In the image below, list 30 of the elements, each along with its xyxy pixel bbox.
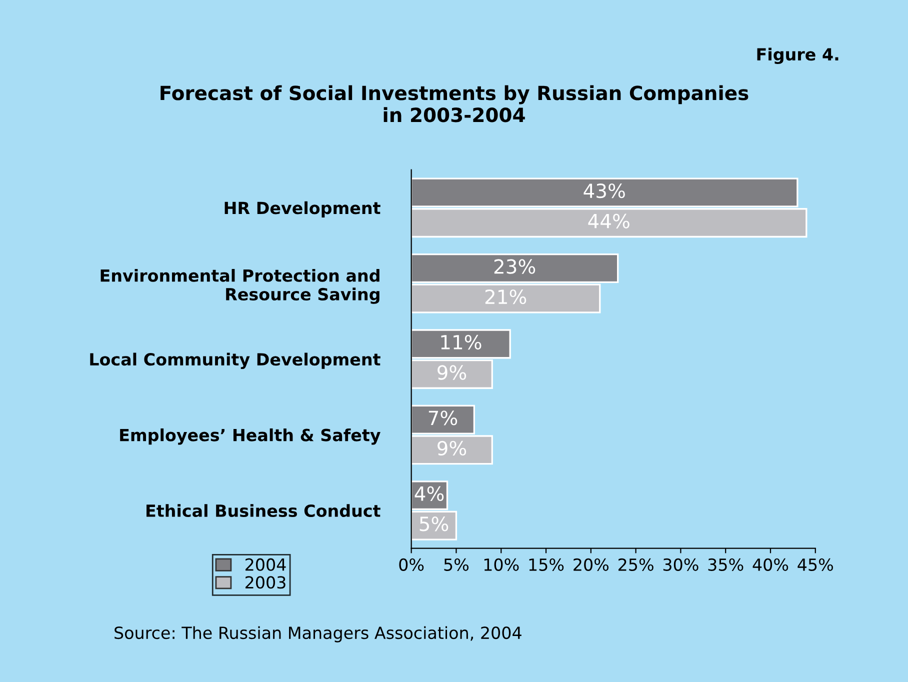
data-label: 4%	[414, 486, 444, 501]
y-tick-label: Environmental Protection and Resource Saving	[100, 268, 380, 304]
x-tick-label: 10%	[484, 558, 519, 571]
x-tick-label: 5%	[444, 558, 469, 571]
caption: Figure 4.	[757, 48, 838, 64]
source-note: Source: The Russian Managers Association, 2004	[114, 626, 522, 642]
x-tick-label: 45%	[798, 558, 833, 571]
legend-label: 2003	[246, 576, 286, 589]
x-tick-label: 35%	[708, 558, 744, 571]
data-label: 7%	[428, 410, 458, 426]
legend-label: 2004	[246, 558, 286, 571]
data-label: 43%	[584, 183, 625, 198]
data-label: 44%	[588, 214, 630, 228]
x-tick-label: 25%	[618, 558, 654, 571]
y-tick-label: Employees’ Health & Safety	[120, 428, 380, 445]
data-label: 21%	[485, 289, 526, 304]
y-tick-label: Ethical Business Conduct	[146, 504, 380, 518]
data-label: 5%	[420, 516, 448, 532]
data-label: 23%	[494, 259, 536, 274]
x-tick-label: 20%	[574, 558, 609, 571]
data-label: 11%	[441, 334, 482, 350]
x-tick-label: 40%	[752, 558, 788, 571]
y-tick-label: Local Community Development	[90, 352, 380, 369]
data-label: 9%	[438, 440, 466, 456]
data-label: 9%	[438, 365, 466, 380]
x-tick-label: 0%	[399, 558, 424, 571]
chart-title: Forecast of Social Investments by Russian Companies in 2003-2004	[160, 85, 748, 122]
x-tick-label: 15%	[529, 558, 564, 571]
x-tick-label: 30%	[663, 558, 698, 571]
y-tick-label: HR Development	[224, 201, 380, 218]
